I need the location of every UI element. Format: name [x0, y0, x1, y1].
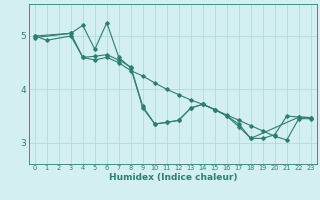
X-axis label: Humidex (Indice chaleur): Humidex (Indice chaleur) [108, 173, 237, 182]
